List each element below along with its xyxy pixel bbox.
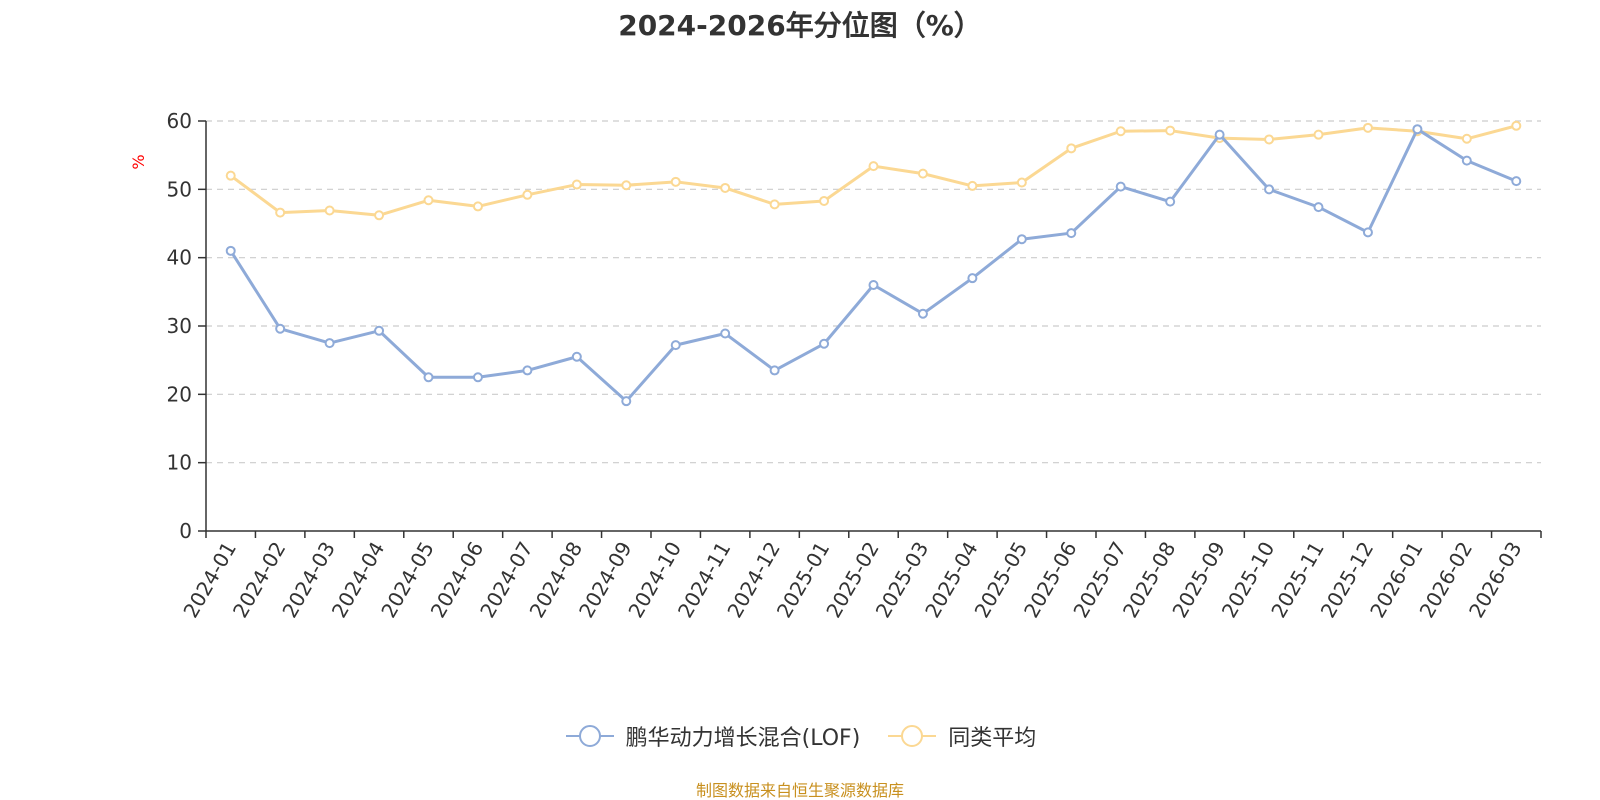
- data-point: [819, 338, 830, 349]
- y-tick-label: 30: [167, 314, 192, 338]
- legend-fund-label: 鹏华动力增长混合(LOF): [625, 726, 861, 751]
- data-point: [275, 323, 286, 334]
- data-point: [1264, 134, 1275, 145]
- data-point: [1461, 133, 1472, 144]
- data-point: [522, 365, 533, 376]
- data-point: [967, 273, 978, 284]
- data-point: [324, 205, 335, 216]
- axes: 01020304050602024-012024-022024-032024-0…: [167, 109, 1542, 622]
- legend: 鹏华动力增长混合(LOF) 同类平均: [0, 720, 1600, 752]
- data-point: [720, 328, 731, 339]
- data-point: [1362, 227, 1373, 238]
- data-point: [472, 372, 483, 383]
- grid-lines: [206, 120, 1541, 464]
- data-point: [1214, 129, 1225, 140]
- legend-item-average[interactable]: 同类平均: [886, 720, 1036, 752]
- data-point: [917, 168, 928, 179]
- source-note: 制图数据来自恒生聚源数据库: [695, 781, 904, 800]
- data-point: [1165, 196, 1176, 207]
- data-point: [621, 396, 632, 407]
- data-point: [720, 182, 731, 193]
- y-tick-label: 0: [179, 519, 192, 543]
- data-point: [1412, 124, 1423, 135]
- data-point: [1066, 228, 1077, 239]
- data-point: [423, 195, 434, 206]
- legend-average-label: 同类平均: [948, 726, 1037, 751]
- y-tick-label: 10: [167, 451, 192, 475]
- data-point: [1511, 120, 1522, 131]
- data-point: [769, 199, 780, 210]
- data-point: [1511, 176, 1522, 187]
- data-point: [868, 280, 879, 290]
- data-point: [1115, 181, 1126, 192]
- data-point: [1115, 126, 1126, 137]
- data-point: [571, 351, 582, 362]
- data-point: [1016, 234, 1027, 245]
- data-point: [1165, 125, 1176, 136]
- data-point: [225, 170, 236, 181]
- data-point: [769, 365, 780, 376]
- data-point: [621, 180, 632, 191]
- data-point: [571, 179, 582, 190]
- series-average: [225, 120, 1522, 221]
- data-point: [670, 176, 681, 187]
- legend-item-fund[interactable]: 鹏华动力增长混合(LOF): [564, 720, 861, 752]
- data-point: [1362, 122, 1373, 133]
- data-point: [1461, 155, 1472, 166]
- data-point: [1313, 202, 1324, 213]
- data-point: [670, 340, 681, 351]
- legend-fund-icon: [565, 725, 614, 747]
- series-fund: [225, 124, 1522, 407]
- data-point: [472, 201, 483, 212]
- y-tick-label: 50: [167, 177, 192, 201]
- y-tick-label: 20: [167, 382, 192, 406]
- series-layer: [225, 120, 1522, 407]
- y-axis-label: %: [129, 154, 148, 169]
- data-point: [1066, 143, 1077, 154]
- data-point: [374, 325, 385, 336]
- legend-average-icon: [888, 725, 937, 747]
- data-point: [1313, 129, 1324, 140]
- chart-title: 2024-2026年分位图（%）: [618, 9, 982, 42]
- data-point: [423, 372, 434, 383]
- data-point: [1264, 184, 1275, 195]
- data-point: [868, 161, 879, 172]
- data-point: [324, 338, 335, 349]
- data-point: [522, 189, 533, 200]
- data-point: [374, 210, 385, 221]
- data-point: [225, 245, 236, 256]
- data-point: [917, 308, 928, 319]
- data-point: [819, 195, 830, 206]
- y-tick-label: 40: [167, 246, 192, 270]
- data-point: [1016, 177, 1027, 188]
- data-point: [967, 180, 978, 191]
- y-tick-label: 60: [167, 109, 192, 133]
- data-point: [275, 207, 286, 218]
